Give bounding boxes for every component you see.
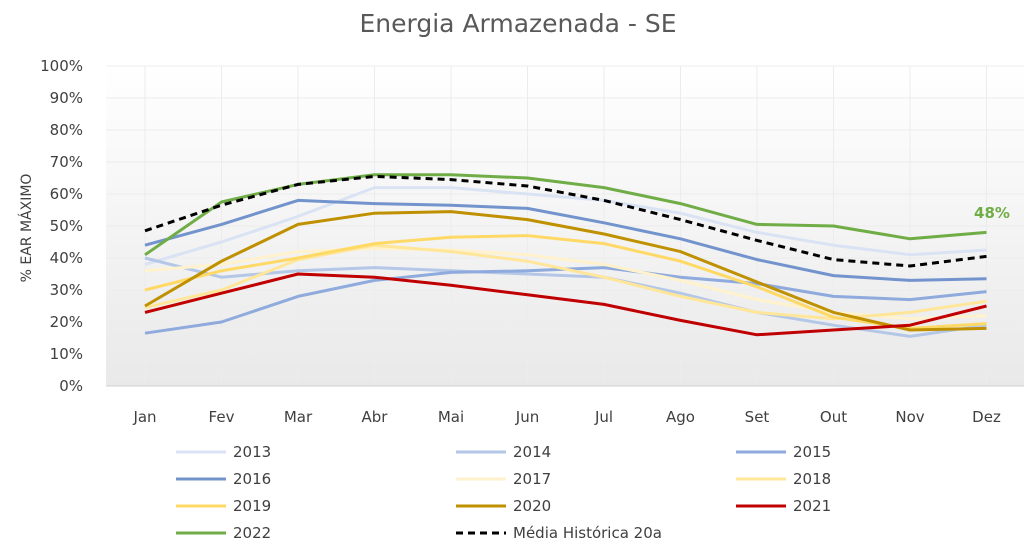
x-tick-label: Jun xyxy=(515,408,539,426)
series-line-2016 xyxy=(144,198,987,282)
legend-label: 2018 xyxy=(793,470,831,488)
series-lines xyxy=(144,173,987,338)
series-line-m-dia-hist-rica-20a xyxy=(144,174,987,268)
x-tick-label: Abr xyxy=(362,408,389,426)
y-tick-label: 70% xyxy=(50,153,83,171)
x-tick-label: Mai xyxy=(438,408,464,426)
legend-label: 2015 xyxy=(793,443,831,461)
series-line-2017 xyxy=(144,246,987,321)
x-tick-label: Nov xyxy=(895,408,924,426)
y-tick-label: 100% xyxy=(40,57,83,75)
legend-label: 2020 xyxy=(513,497,551,515)
x-tick-label: Mar xyxy=(284,408,313,426)
legend-label: 2019 xyxy=(233,497,271,515)
x-tick-label: Fev xyxy=(209,408,235,426)
x-tick-label: Ago xyxy=(666,408,695,426)
y-ticks: 0% 10% 20% 30% 40% 50% 60% 70% 80% 90% 100% xyxy=(40,57,83,395)
legend-label: Média Histórica 20a xyxy=(513,524,662,542)
legend-label: 2013 xyxy=(233,443,271,461)
series-line-2013 xyxy=(144,186,987,266)
x-tick-label: Out xyxy=(820,408,847,426)
legend-label: 2014 xyxy=(513,443,551,461)
y-tick-label: 80% xyxy=(50,121,83,139)
x-tick-label: Jul xyxy=(594,408,613,426)
y-tick-label: 40% xyxy=(50,249,83,267)
legend-label: 2021 xyxy=(793,497,831,515)
y-tick-label: 90% xyxy=(50,89,83,107)
series-line-2014 xyxy=(144,256,987,338)
y-tick-label: 10% xyxy=(50,345,83,363)
y-tick-label: 50% xyxy=(50,217,83,235)
series-line-2020 xyxy=(144,210,987,332)
y-tick-label: 60% xyxy=(50,185,83,203)
legend: 2013 2014 2015 2016 2017 2018 2019 2020 2021 2022… xyxy=(176,443,831,542)
legend-label: 2016 xyxy=(233,470,271,488)
y-axis-label: % EAR MÁXIMO xyxy=(18,174,35,283)
legend-label: 2017 xyxy=(513,470,551,488)
legend-label: 2022 xyxy=(233,524,271,542)
x-ticks: Jan Fev Mar Abr Mai Jun Jul Ago Set Out Nov Dez xyxy=(132,408,1001,426)
y-tick-label: 20% xyxy=(50,313,83,331)
x-tick-label: Set xyxy=(745,408,770,426)
series-line-2021 xyxy=(144,272,987,337)
last-value-annotation: 48% xyxy=(974,204,1010,222)
series-line-2019 xyxy=(144,234,987,330)
chart-title: Energia Armazenada - SE xyxy=(360,9,677,38)
y-tick-label: 30% xyxy=(50,281,83,299)
x-tick-label: Jan xyxy=(132,408,156,426)
y-tick-label: 0% xyxy=(59,377,83,395)
x-tick-label: Dez xyxy=(972,408,1001,426)
